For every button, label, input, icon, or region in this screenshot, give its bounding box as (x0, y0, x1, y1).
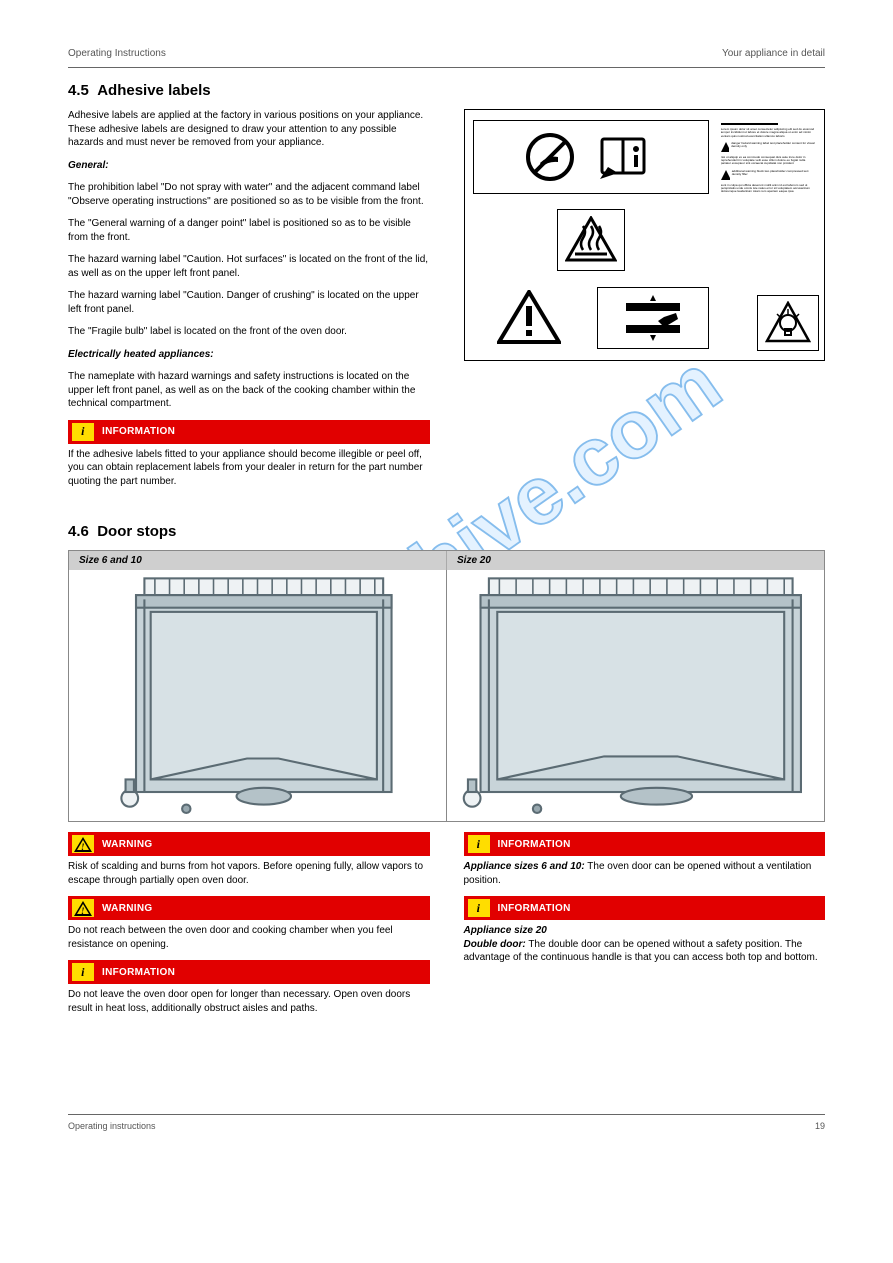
info-text-left: Do not leave the oven door open for long… (68, 988, 430, 1015)
door-stops-table: Size 6 and 10 Size 20 (68, 550, 825, 822)
info-callout-2: i INFORMATION (68, 960, 430, 984)
footer-page: 19 (815, 1121, 825, 1131)
info-callout: i INFORMATION (68, 420, 430, 444)
info-icon: i (72, 423, 94, 441)
read-manual-icon (596, 127, 656, 187)
section-4-5-title: 4.5 Adhesive labels (68, 82, 825, 99)
header-left: Operating Instructions (68, 48, 166, 59)
warn-text-2: Do not reach between the oven door and c… (68, 924, 430, 951)
s5-gn1: The "General warning of a danger point" … (68, 217, 430, 244)
section-4-6-title: 4.6 Door stops (68, 523, 825, 540)
double-door-label: Double door: (464, 939, 526, 950)
s5-elec-label: Electrically heated appliances: (68, 349, 214, 360)
hot-surface-icon (565, 216, 617, 264)
info-title-3: INFORMATION (498, 838, 571, 852)
info-title: INFORMATION (102, 425, 175, 439)
info-callout-3: i INFORMATION (464, 832, 826, 856)
th-size-6-10: Size 6 and 10 (69, 551, 447, 570)
warning-callout-2: ! WARNING (68, 896, 430, 920)
info-icon: i (72, 963, 94, 981)
divider (68, 67, 825, 68)
appliance-illustration-small (69, 570, 446, 821)
warning-icon: ! (72, 899, 94, 917)
size-20-label: Appliance size 20 (464, 925, 547, 936)
warning-callout-1: ! WARNING (68, 832, 430, 856)
s5-gn3: The hazard warning label "Caution. Dange… (68, 289, 430, 316)
warn-title-1: WARNING (102, 838, 152, 852)
warn-text-1: Risk of scalding and burns from hot vapo… (68, 860, 430, 887)
info-icon: i (468, 835, 490, 853)
info-title-4: INFORMATION (498, 902, 571, 916)
appliance-illustration-large (447, 570, 824, 821)
s5-general-label: General: (68, 160, 109, 171)
header-right: Your appliance in detail (722, 48, 825, 59)
footer-left: Operating instructions (68, 1121, 156, 1131)
info-icon: i (468, 899, 490, 917)
s5-info-text: If the adhesive labels fitted to your ap… (68, 448, 430, 489)
s5-gn2: The hazard warning label "Caution. Hot s… (68, 253, 430, 280)
warning-icon: ! (72, 835, 94, 853)
info-title-2: INFORMATION (102, 966, 175, 980)
s5-gn0: The prohibition label "Do not spray with… (68, 181, 430, 208)
info-callout-4: i INFORMATION (464, 896, 826, 920)
s5-elec-text: The nameplate with hazard warnings and s… (68, 370, 430, 411)
fragile-bulb-icon (765, 301, 811, 345)
s5-gn4: The "Fragile bulb" label is located on t… (68, 325, 430, 339)
no-spray-icon (526, 127, 596, 187)
s5-intro: Adhesive labels are applied at the facto… (68, 109, 430, 150)
size-6-10-label: Appliance sizes 6 and 10: (464, 861, 585, 872)
warn-title-2: WARNING (102, 902, 152, 916)
th-size-20: Size 20 (447, 551, 824, 570)
